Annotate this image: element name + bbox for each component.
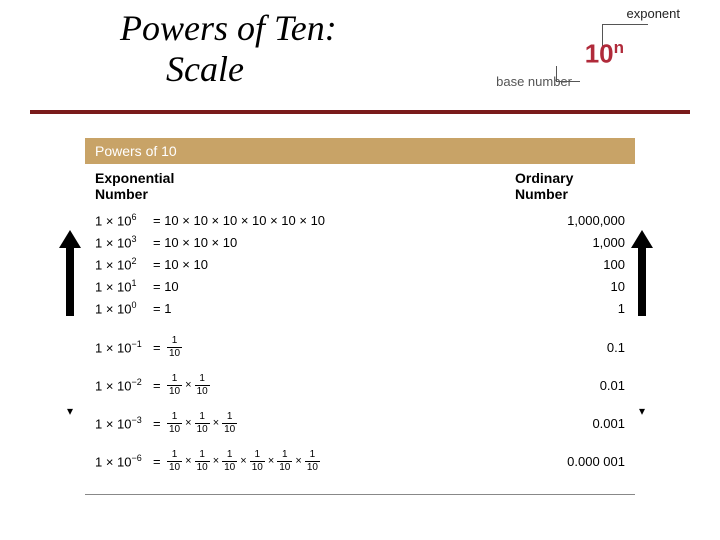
fraction: 110 [222, 412, 237, 435]
cell-ordinary: 0.1 [525, 340, 625, 355]
equals-sign: = [153, 416, 167, 431]
equals-sign: = [153, 378, 167, 393]
cell-expansion: 110×110×110×110×110×110 [167, 450, 525, 473]
table-header: ExponentialNumber OrdinaryNumber [85, 164, 635, 210]
exponent-n: n [614, 38, 624, 57]
cell-ordinary: 1,000 [525, 235, 625, 250]
table-body: 1 × 106= 10 × 10 × 10 × 10 × 10 × 101,00… [85, 210, 635, 488]
table-band-title: Powers of 10 [85, 138, 635, 164]
equals-sign: = [153, 454, 167, 469]
base-ten: 10 [585, 39, 614, 69]
cell-ordinary: 0.001 [525, 416, 625, 431]
table-row: 1 × 102= 10 × 10100 [95, 254, 625, 274]
chevron-down-left-icon: ▾ [62, 404, 78, 418]
base-label: base number [496, 74, 572, 89]
cell-ordinary: 10 [525, 279, 625, 294]
fraction: 110 [195, 412, 210, 435]
fraction: 110 [222, 450, 237, 473]
cell-expansion: 110×110×110 [167, 412, 525, 435]
exponent-diagram: exponent 10n base number [480, 0, 680, 100]
cell-exponential: 1 × 102 [95, 256, 153, 272]
cell-exponential: 1 × 100 [95, 300, 153, 316]
table-row: 1 × 10−1=110 0.1 [95, 330, 625, 364]
cell-exponential: 1 × 10−6 [95, 453, 153, 469]
table-row: 1 × 100= 11 [95, 298, 625, 318]
table-row: 1 × 10−2=110×1100.01 [95, 368, 625, 402]
cell-expansion: 110×110 [167, 374, 525, 397]
table-row: 1 × 106= 10 × 10 × 10 × 10 × 10 × 101,00… [95, 210, 625, 230]
page-title: Powers of Ten: Scale [120, 8, 337, 91]
col-header-exponential: ExponentialNumber [95, 170, 415, 202]
fraction: 110 [195, 450, 210, 473]
cell-exponential: 1 × 103 [95, 234, 153, 250]
table-row: 1 × 101= 1010 [95, 276, 625, 296]
arrow-up-right [638, 244, 646, 316]
table-row: 1 × 103= 10 × 10 × 101,000 [95, 232, 625, 252]
table-bottom-rule [85, 494, 635, 495]
title-line1: Powers of Ten: [120, 8, 337, 48]
horizontal-rule [30, 110, 690, 114]
cell-expansion: = 10 [153, 279, 525, 294]
cell-ordinary: 1,000,000 [525, 213, 625, 228]
col-header-ordinary: OrdinaryNumber [515, 170, 625, 202]
cell-exponential: 1 × 101 [95, 278, 153, 294]
powers-table: Powers of 10 ExponentialNumber OrdinaryN… [85, 138, 635, 495]
equals-sign: = [153, 340, 167, 355]
fraction: 110 [195, 374, 210, 397]
ten-to-n: 10n [585, 38, 624, 70]
chevron-down-right-icon: ▾ [634, 404, 650, 418]
cell-expansion: = 10 × 10 [153, 257, 525, 272]
fraction: 110 [250, 450, 265, 473]
table-row: 1 × 10−3=110×110×1100.001 [95, 406, 625, 440]
fraction: 110 [277, 450, 292, 473]
fraction: 110 [167, 336, 182, 359]
fraction: 110 [167, 374, 182, 397]
cell-expansion: = 10 × 10 × 10 × 10 × 10 × 10 [153, 213, 525, 228]
fraction: 110 [167, 412, 182, 435]
cell-exponential: 1 × 10−1 [95, 339, 153, 355]
cell-exponential: 1 × 106 [95, 212, 153, 228]
cell-exponential: 1 × 10−3 [95, 415, 153, 431]
table-row: 1 × 10−6=110×110×110×110×110×1100.000 00… [95, 444, 625, 478]
cell-exponential: 1 × 10−2 [95, 377, 153, 393]
header: Powers of Ten: Scale exponent 10n base n… [0, 0, 720, 110]
cell-ordinary: 1 [525, 301, 625, 316]
cell-expansion: = 1 [153, 301, 525, 316]
cell-expansion: 110 [167, 336, 525, 359]
cell-ordinary: 0.000 001 [525, 454, 625, 469]
title-line2: Scale [120, 49, 244, 89]
cell-ordinary: 100 [525, 257, 625, 272]
fraction: 110 [167, 450, 182, 473]
cell-ordinary: 0.01 [525, 378, 625, 393]
fraction: 110 [305, 450, 320, 473]
exponent-label: exponent [627, 6, 681, 21]
cell-expansion: = 10 × 10 × 10 [153, 235, 525, 250]
arrow-up-left [66, 244, 74, 316]
